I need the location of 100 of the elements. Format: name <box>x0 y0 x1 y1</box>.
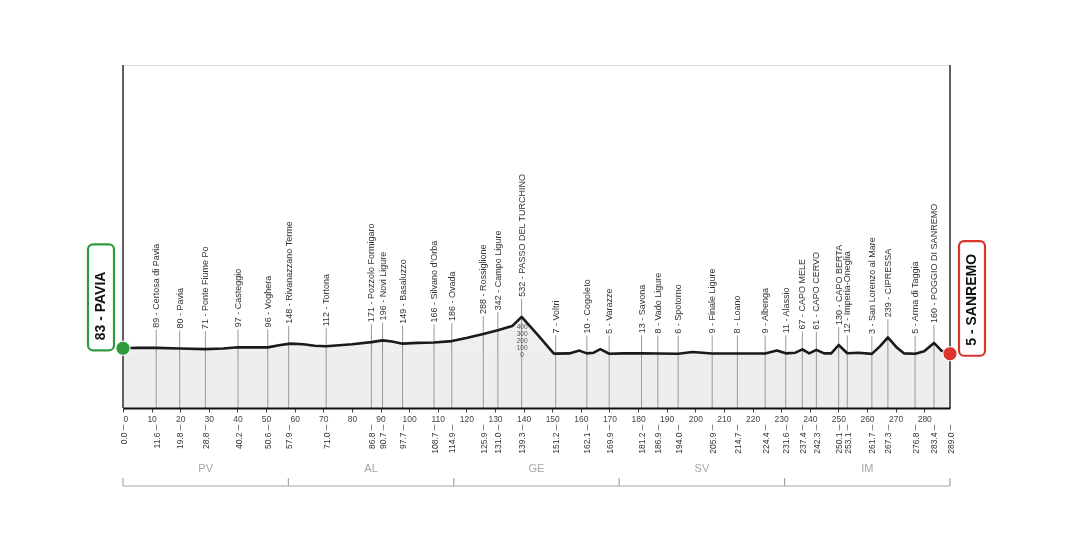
x-tick-label: 260 <box>860 413 875 424</box>
x-tick-label: 100 <box>402 413 418 424</box>
x2-tick-label: 205.9 <box>707 432 718 454</box>
x2-tick-label: 237.4 <box>797 432 808 454</box>
x-tick-label: 280 <box>917 413 933 424</box>
x-tick-label: 80 <box>347 413 358 424</box>
annotation: 10 - Cogoleto <box>581 279 592 334</box>
x-tick-label: 50 <box>261 413 272 424</box>
x2-tick-label: 108.7 <box>429 432 440 454</box>
x2-tick-label: 169.9 <box>604 432 615 454</box>
x-tick-label: 60 <box>290 413 301 424</box>
x2-tick-label: 261.7 <box>867 432 878 454</box>
text: AL <box>364 462 378 474</box>
annotation: 171 - Pozzolo Formigaro <box>366 223 377 323</box>
x-tick-label: 220 <box>745 413 761 424</box>
annotation: 160 - POGGIO DI SANREMO <box>928 203 939 323</box>
x2-tick-label: 71.0 <box>321 432 332 450</box>
x2-tick-label: 114.9 <box>447 432 458 454</box>
annotation: 89 - Certosa di Pavia <box>151 243 162 328</box>
text: SV <box>694 462 710 474</box>
x2-tick-label: 97.7 <box>398 432 409 450</box>
x-tick-label: 140 <box>517 413 532 424</box>
text: PV <box>198 462 214 474</box>
annotation: 71 - Ponte Fiume Po <box>200 246 211 330</box>
annotation: 7 - Voltri <box>550 300 561 334</box>
annotation: 532 - PASSO DEL TURCHINO <box>516 173 527 297</box>
x-tick-label: 110 <box>431 413 446 424</box>
x2-tick-label: 57.9 <box>284 432 295 450</box>
x2-tick-label: 194.0 <box>673 432 684 454</box>
x-tick-label: 90 <box>376 413 387 424</box>
x-tick-label: 180 <box>631 413 646 424</box>
annotation: 80 - Pavia <box>174 287 185 329</box>
annotation: 6 - Spotorno <box>673 284 684 334</box>
x2-tick-label: 283.4 <box>929 432 940 454</box>
x2-tick-label: 186.9 <box>653 432 664 454</box>
annotation: 239 - CIPRESSA <box>882 248 893 318</box>
annotation: 196 - Novi Ligure <box>377 251 388 321</box>
annotation: 97 - Casteggio <box>233 268 244 328</box>
annotation: 12 - Imperia-Oneglia <box>842 251 853 334</box>
x-tick-label: 120 <box>459 413 475 424</box>
annotation: 11 - Alassio <box>780 287 791 334</box>
x-tick-label: 170 <box>602 413 618 424</box>
annotation: 130 - CAPO BERTA <box>833 244 844 325</box>
annotation: 166 - Silvano d'Orba <box>429 240 440 323</box>
x2-tick-label: 162.1 <box>582 432 593 454</box>
annotation: 13 - Savona <box>636 284 647 334</box>
x2-tick-label: 214.7 <box>732 432 743 454</box>
x2-tick-label: 0.0 <box>118 432 129 445</box>
x-tick-label: 160 <box>574 413 589 424</box>
x2-tick-label: 181.2 <box>637 432 648 454</box>
x2-tick-label: 125.9 <box>478 432 489 454</box>
annotation: 342 - Campo Ligure <box>492 230 503 311</box>
x-tick-label: 240 <box>803 413 818 424</box>
x-tick-label: 200 <box>688 413 704 424</box>
annotation: 5 - Arma di Taggia <box>910 261 921 334</box>
annotation: 8 - Loano <box>732 295 743 334</box>
annotation: 149 - Basaluzzo <box>397 259 408 324</box>
x2-tick-label: 224.4 <box>760 432 771 454</box>
x-tick-label: 10 <box>147 413 158 424</box>
x2-tick-label: 289.0 <box>945 432 956 454</box>
x2-tick-label: 131.0 <box>493 432 504 454</box>
x2-tick-label: 40.2 <box>233 432 244 450</box>
x2-tick-label: 86.8 <box>366 432 377 450</box>
x-tick-label: 40 <box>233 413 243 424</box>
text: IM <box>861 462 874 474</box>
annotation: 8 - Vado Ligure <box>652 272 663 334</box>
x-tick-label: 30 <box>204 413 215 424</box>
annotation: 61 - CAPO CERVO <box>811 251 822 330</box>
x-tick-label: 20 <box>176 413 186 424</box>
x2-tick-label: 253.1 <box>842 432 853 454</box>
annotation: 5 - Varazze <box>604 288 615 334</box>
annotation: 9 - Finale Ligure <box>707 268 718 334</box>
x-tick-label: 0 <box>123 413 129 424</box>
x-tick-label: 150 <box>545 413 561 424</box>
annotation: 112 - Tortona <box>321 274 332 327</box>
x2-tick-label: 139.3 <box>517 432 528 454</box>
x-tick-label: 190 <box>660 413 675 424</box>
x2-tick-label: 151.2 <box>551 432 562 454</box>
x-tick-label: 130 <box>488 413 503 424</box>
x2-tick-label: 28.8 <box>200 432 211 450</box>
x-tick-label: 250 <box>831 413 847 424</box>
x-tick-label: 210 <box>717 413 732 424</box>
x2-tick-label: 11.6 <box>151 432 162 449</box>
data-label: 5 - SANREMO <box>963 253 979 346</box>
data-label: 83 - PAVIA <box>92 271 108 341</box>
annotation: 9 - Albenga <box>760 287 771 334</box>
x-tick-label: 70 <box>319 413 329 424</box>
annotation: 96 - Voghera <box>262 275 273 328</box>
x-tick-label: 270 <box>889 413 904 424</box>
x2-tick-label: 50.6 <box>263 432 274 450</box>
x2-tick-label: 250.1 <box>834 432 845 454</box>
annotation: 288 - Rossiglione <box>478 244 489 314</box>
x-tick-label: 230 <box>774 413 790 424</box>
text: GE <box>528 462 545 474</box>
annotation: 148 - Rivanazzano Terme <box>283 221 294 324</box>
annotation: 3 - San Lorenzo al Mare <box>866 237 877 334</box>
annotation: 186 - Ovada <box>446 271 457 322</box>
x2-tick-label: 90.7 <box>378 432 389 450</box>
x2-tick-label: 242.3 <box>811 432 822 454</box>
x2-tick-label: 231.6 <box>781 432 792 454</box>
